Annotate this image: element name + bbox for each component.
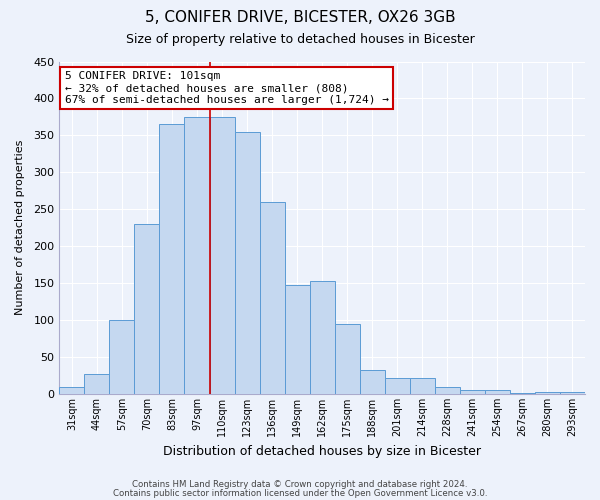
Bar <box>535 392 560 394</box>
X-axis label: Distribution of detached houses by size in Bicester: Distribution of detached houses by size … <box>163 444 481 458</box>
Bar <box>410 378 435 394</box>
Bar <box>460 390 485 394</box>
Bar <box>235 132 260 394</box>
Bar <box>109 320 134 394</box>
Text: 5 CONIFER DRIVE: 101sqm
← 32% of detached houses are smaller (808)
67% of semi-d: 5 CONIFER DRIVE: 101sqm ← 32% of detache… <box>65 72 389 104</box>
Y-axis label: Number of detached properties: Number of detached properties <box>15 140 25 316</box>
Bar <box>310 281 335 394</box>
Bar <box>260 202 284 394</box>
Bar <box>360 370 385 394</box>
Text: Contains HM Land Registry data © Crown copyright and database right 2024.: Contains HM Land Registry data © Crown c… <box>132 480 468 489</box>
Bar <box>85 374 109 394</box>
Bar <box>134 224 160 394</box>
Text: Contains public sector information licensed under the Open Government Licence v3: Contains public sector information licen… <box>113 489 487 498</box>
Bar <box>160 124 184 394</box>
Bar <box>560 392 585 394</box>
Bar <box>284 286 310 394</box>
Bar <box>184 117 209 394</box>
Bar <box>209 117 235 394</box>
Bar <box>335 324 360 394</box>
Bar <box>385 378 410 394</box>
Text: Size of property relative to detached houses in Bicester: Size of property relative to detached ho… <box>125 32 475 46</box>
Bar <box>485 390 510 394</box>
Bar <box>59 386 85 394</box>
Text: 5, CONIFER DRIVE, BICESTER, OX26 3GB: 5, CONIFER DRIVE, BICESTER, OX26 3GB <box>145 10 455 25</box>
Bar <box>435 386 460 394</box>
